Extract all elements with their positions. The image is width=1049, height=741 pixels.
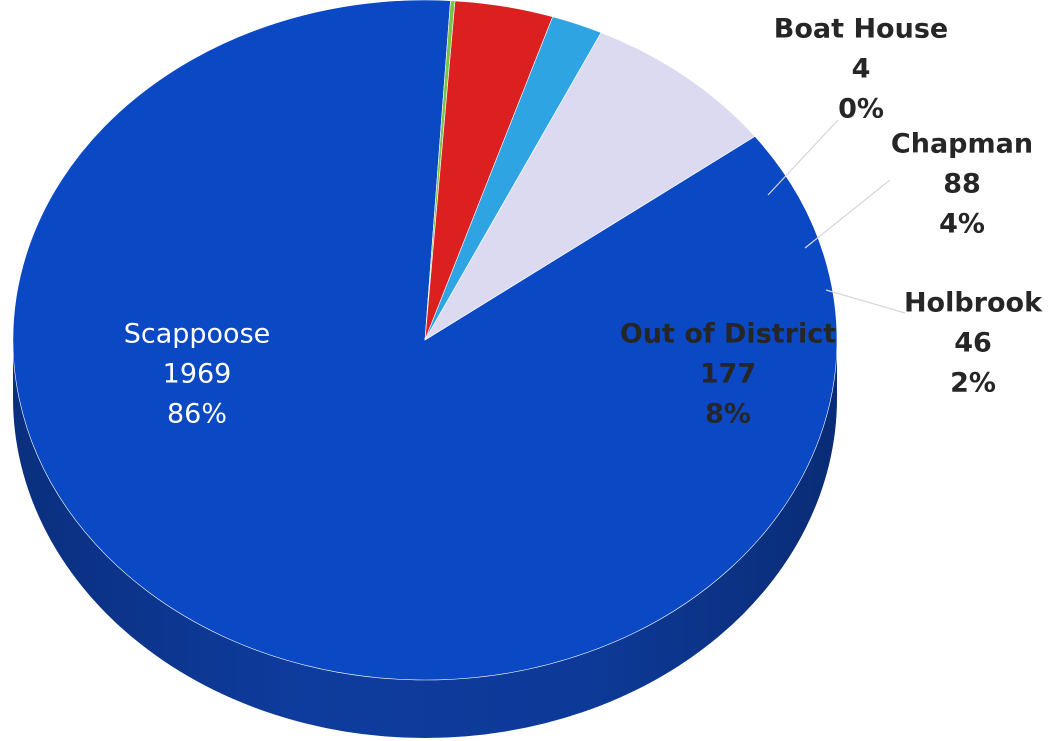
leader-line-chapman (805, 180, 890, 248)
slice-label-percent-scappoose: 86% (167, 399, 227, 430)
slice-label-value-boat-house: 4 (852, 54, 871, 85)
slice-label-value-chapman: 88 (943, 169, 981, 200)
slice-label-value-holbrook: 46 (954, 328, 992, 359)
slice-label-value-out-of-district: 177 (700, 359, 756, 390)
slice-label-name-boat-house: Boat House (774, 14, 948, 45)
slice-label-percent-chapman: 4% (939, 209, 985, 240)
slice-label-name-holbrook: Holbrook (904, 288, 1043, 319)
leader-line-boat-house (768, 120, 838, 195)
slice-label-value-scappoose: 1969 (163, 359, 232, 390)
slice-label-percent-out-of-district: 8% (705, 399, 751, 430)
leader-line-holbrook (826, 290, 905, 313)
slice-label-name-out-of-district: Out of District (620, 319, 836, 350)
slice-label-percent-holbrook: 2% (950, 368, 996, 399)
slice-label-name-chapman: Chapman (891, 129, 1033, 160)
slice-label-name-scappoose: Scappoose (124, 319, 271, 350)
slice-label-percent-boat-house: 0% (838, 94, 884, 125)
